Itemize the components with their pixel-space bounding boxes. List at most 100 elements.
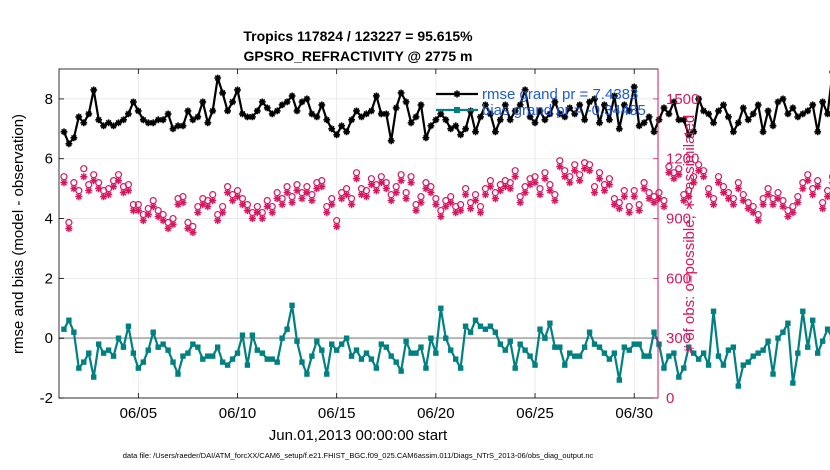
rmse-point <box>130 98 137 106</box>
x-tick-label: 06/30 <box>615 405 653 422</box>
obs-assimilated-point <box>462 191 470 199</box>
obs-assimilated-point <box>328 201 336 209</box>
obs-assimilated-point <box>70 185 78 193</box>
bias-point <box>700 350 707 356</box>
bias-point <box>596 344 603 350</box>
bias-point <box>452 356 459 362</box>
bias-point <box>398 368 404 374</box>
bias-point <box>324 371 330 377</box>
obs-assimilated-point <box>159 216 167 225</box>
rmse-point <box>784 110 792 118</box>
bias-point <box>304 371 310 377</box>
rmse-point <box>506 116 514 124</box>
rmse-point <box>625 107 633 115</box>
obs-assimilated-point <box>754 216 762 225</box>
bias-point <box>745 359 751 365</box>
obs-assimilated-point <box>268 209 276 217</box>
obs-assimilated-point <box>814 183 822 191</box>
bias-point <box>274 359 280 365</box>
rmse-point <box>492 128 499 136</box>
obs-assimilated-point <box>224 189 232 197</box>
obs-assimilated-point <box>605 181 613 189</box>
obs-assimilated-point <box>630 193 638 201</box>
obs-assimilated-point <box>402 195 410 203</box>
bias-point <box>353 347 360 353</box>
obs-assimilated-point <box>799 185 807 193</box>
rmse-point <box>229 98 236 106</box>
obs-assimilated-point <box>293 187 301 195</box>
rmse-point <box>511 107 519 115</box>
obs-assimilated-point <box>724 195 732 203</box>
rmse-point <box>496 116 504 124</box>
obs-assimilated-point <box>645 195 653 203</box>
bias-point <box>740 362 746 368</box>
rmse-point <box>665 110 673 118</box>
bias-point <box>532 362 538 368</box>
bias-point <box>487 323 494 329</box>
rmse-point <box>278 101 286 109</box>
rmse-point <box>551 98 559 106</box>
rmse-point <box>134 107 142 115</box>
rmse-point <box>373 92 380 100</box>
obs-assimilated-point <box>481 191 489 199</box>
obs-assimilated-point <box>288 199 296 207</box>
rmse-point <box>779 95 787 103</box>
obs-assimilated-point <box>521 189 529 197</box>
obs-assimilated-point <box>65 224 73 233</box>
rmse-point <box>754 101 762 109</box>
bias-point <box>512 365 518 371</box>
obs-assimilated-point <box>586 167 594 175</box>
rmse-point <box>253 107 261 115</box>
bias-point <box>219 359 226 365</box>
rmse-point <box>363 110 370 118</box>
obs-assimilated-point <box>352 175 361 183</box>
bias-point <box>790 380 796 386</box>
bias-point <box>343 335 350 341</box>
rmse-point <box>576 101 584 109</box>
rmse-point <box>392 104 400 112</box>
bias-point <box>720 362 727 368</box>
rmse-point <box>655 116 663 124</box>
obs-assimilated-point <box>437 213 445 221</box>
obs-assimilated-point <box>610 201 618 209</box>
bias-point <box>130 350 137 356</box>
rmse-point <box>328 125 336 133</box>
bias-point <box>234 350 241 356</box>
obs-assimilated-point <box>457 207 465 215</box>
obs-assimilated-point <box>655 195 663 203</box>
bias-point <box>61 326 67 332</box>
rmse-point <box>95 116 103 124</box>
rmse-point <box>397 89 405 97</box>
bias-point <box>795 350 801 356</box>
rmse-point <box>774 98 782 106</box>
rmse-point <box>531 119 539 127</box>
rmse-point <box>477 113 484 121</box>
obs-assimilated-point <box>789 209 797 217</box>
obs-assimilated-point <box>660 203 668 211</box>
rmse-point <box>209 107 217 115</box>
rmse-point <box>824 110 830 118</box>
bias-point <box>408 350 414 356</box>
bias-point <box>671 350 677 356</box>
bias-point <box>805 344 811 350</box>
rmse-point <box>432 116 440 124</box>
rmse-point <box>293 107 301 115</box>
obs-assimilated-point <box>253 209 261 217</box>
rmse-point <box>377 110 385 118</box>
bias-point <box>770 371 776 377</box>
rmse-point <box>427 122 435 130</box>
bias-point <box>66 317 72 323</box>
bias-point <box>388 353 394 359</box>
obs-assimilated-point <box>109 183 118 191</box>
rmse-point <box>556 110 564 118</box>
bias-point <box>547 320 553 326</box>
bias-point <box>800 308 806 314</box>
obs-assimilated-point <box>219 209 227 217</box>
rmse-point <box>581 116 588 124</box>
rmse-point <box>546 110 554 118</box>
obs-assimilated-point <box>749 209 757 217</box>
bias-point <box>433 350 439 356</box>
bias-point <box>224 362 231 368</box>
obs-assimilated-point <box>243 207 251 215</box>
y-left-tick-label: 2 <box>45 270 53 287</box>
